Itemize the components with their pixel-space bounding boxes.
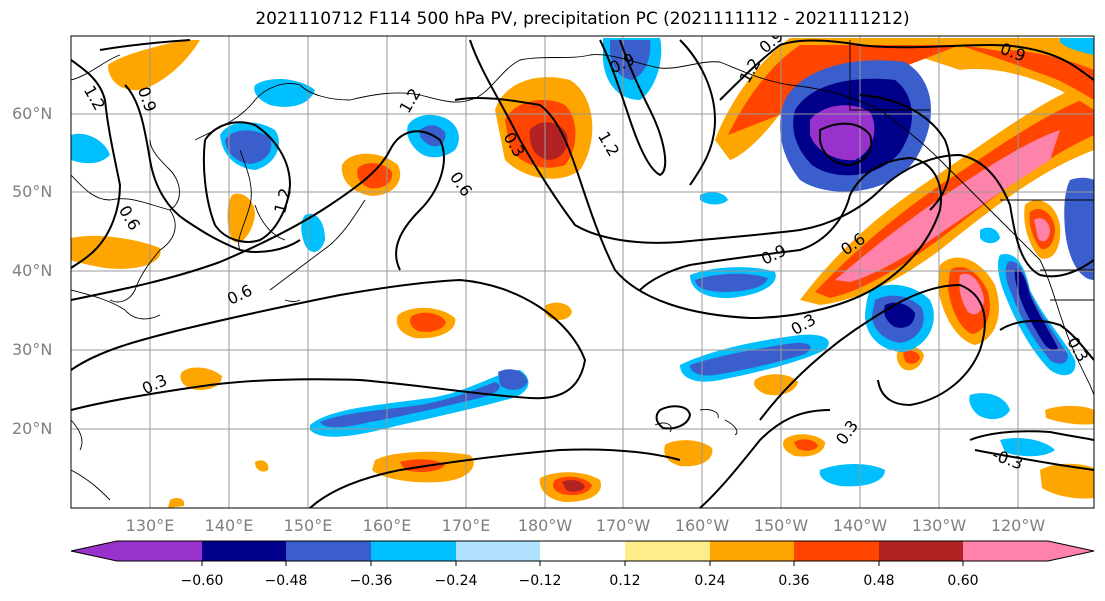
colorbar-bin	[625, 541, 710, 561]
colorbar	[70, 540, 1095, 566]
lon-label: 160°W	[674, 516, 730, 535]
colorbar-tick-label: −0.12	[518, 573, 562, 589]
colorbar-bin	[963, 541, 1048, 561]
colorbar-bin	[794, 541, 879, 561]
colorbar-bin	[710, 541, 794, 561]
colorbar-tick-label: −0.36	[349, 573, 393, 589]
colorbar-bin	[117, 541, 202, 561]
colorbar-bin	[371, 541, 456, 561]
colorbar-tick-label: 0.24	[694, 573, 726, 589]
lat-label: 40°N	[12, 261, 53, 280]
lon-label: 150°W	[753, 516, 809, 535]
map-frame	[70, 35, 1095, 509]
lon-label: 170°E	[441, 516, 491, 535]
coastlines	[71, 40, 1094, 501]
colorbar-bin	[879, 541, 963, 561]
colorbar-tick-label: 0.12	[609, 573, 641, 589]
lon-label: 140°E	[204, 516, 254, 535]
lon-label: 180°W	[517, 516, 573, 535]
lon-label: 120°W	[990, 516, 1046, 535]
lat-label: 50°N	[12, 182, 53, 201]
colorbar-tick-label: 0.36	[778, 573, 810, 589]
lat-label: 30°N	[12, 340, 53, 359]
lon-label: 170°W	[595, 516, 651, 535]
lon-label: 150°E	[283, 516, 333, 535]
pv-contours	[71, 39, 1094, 508]
colorbar-bin	[202, 541, 286, 561]
lat-label: 20°N	[12, 419, 53, 438]
map-plot-area: 1.2 0.9 1.2 0.6 1.2 0.6 0.3 0.6 1.2 0.9 …	[71, 36, 1094, 508]
colorbar-bin	[456, 541, 540, 561]
colorbar-bin	[286, 541, 371, 561]
lon-label: 160°E	[362, 516, 412, 535]
lon-label: 140°W	[832, 516, 888, 535]
colorbar-tick-label: −0.60	[180, 573, 224, 589]
colorbar-tick-label: 0.60	[947, 573, 979, 589]
colorbar-tick-label: −0.48	[264, 573, 308, 589]
lon-label: 130°E	[125, 516, 175, 535]
colorbar-extend-max	[1048, 541, 1094, 561]
lon-label: 130°W	[911, 516, 967, 535]
colorbar-tick-label: −0.24	[434, 573, 478, 589]
colorbar-extend-min	[71, 541, 117, 561]
lat-label: 60°N	[12, 104, 53, 123]
map-title: 2021110712 F114 500 hPa PV, precipitatio…	[255, 9, 910, 29]
colorbar-bin	[540, 541, 625, 561]
negative-anomaly-shading	[71, 38, 1094, 487]
colorbar-tick-label: 0.48	[863, 573, 895, 589]
